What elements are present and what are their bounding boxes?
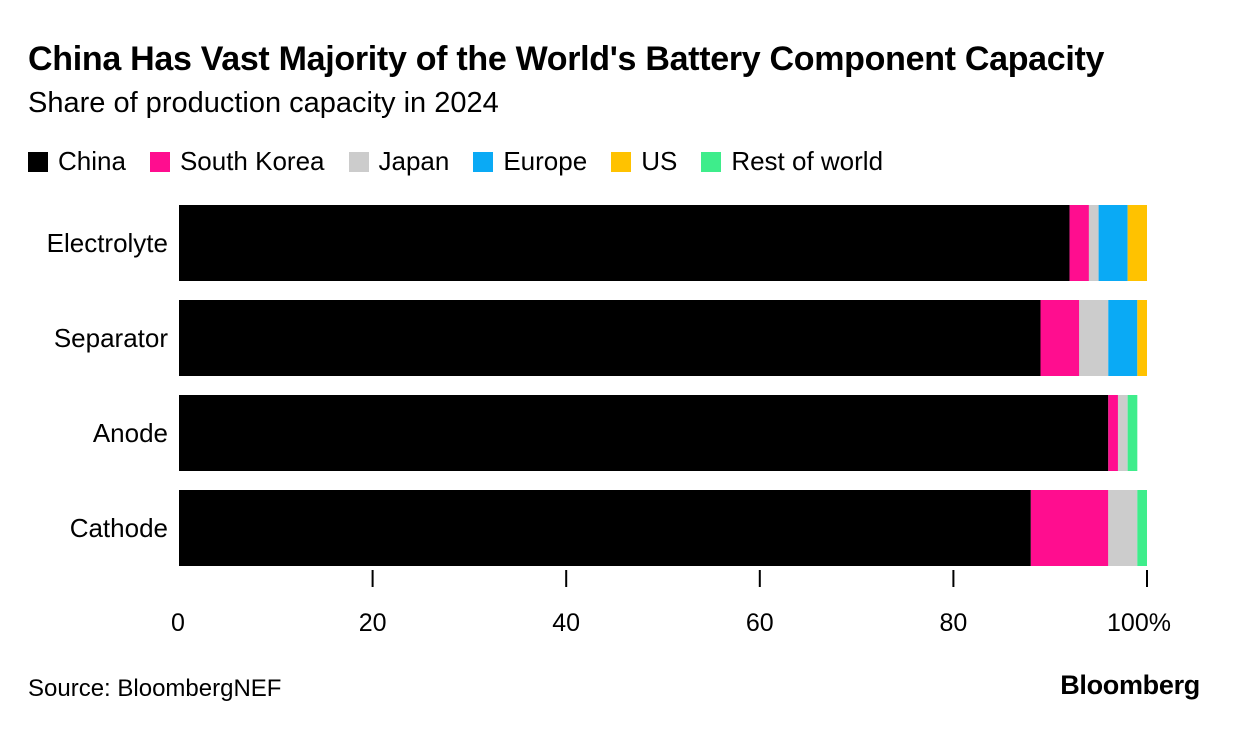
legend-swatch: [701, 151, 722, 172]
x-tick-label: 0: [171, 609, 185, 637]
category-label: Separator: [54, 323, 169, 353]
chart-subtitle: Share of production capacity in 2024: [28, 87, 499, 119]
x-tick-label: 20: [359, 609, 387, 637]
bar-segment-cathode-japan: [1108, 490, 1138, 566]
legend-item-europe: Europe: [473, 146, 587, 177]
bar-segment-separator-europe: [1108, 300, 1138, 376]
bar-segment-anode-china: [179, 395, 1109, 471]
legend-item-japan: Japan: [348, 146, 450, 177]
bar-segment-anode-rest-of-world: [1127, 395, 1138, 471]
legend-label: China: [58, 146, 126, 176]
bar-segment-separator-us: [1137, 300, 1147, 376]
bar-segment-separator-japan: [1079, 300, 1109, 376]
bar-segment-electrolyte-japan: [1088, 205, 1099, 281]
x-tick-label: 80: [939, 609, 967, 637]
legend-swatch: [611, 151, 632, 172]
x-tick-label: 60: [746, 609, 774, 637]
bloomberg-logo: Bloomberg: [1060, 670, 1200, 700]
legend-label: South Korea: [179, 146, 325, 176]
bar-segment-separator-china: [179, 300, 1041, 376]
bar-segment-cathode-china: [179, 490, 1031, 566]
legend-item-us: US: [611, 146, 677, 177]
legend-label: Japan: [378, 146, 450, 176]
source-note: Source: BloombergNEF: [28, 675, 282, 702]
legend-swatch: [28, 151, 48, 172]
legend-item-china: China: [28, 146, 126, 177]
bar-segment-anode-japan: [1117, 395, 1128, 471]
bar-segment-separator-south-korea: [1040, 300, 1080, 376]
legend-swatch: [473, 151, 494, 172]
category-label: Cathode: [70, 513, 168, 543]
legend-swatch: [348, 151, 369, 172]
bar-segment-electrolyte-us: [1127, 205, 1147, 281]
x-tick-label: 40: [552, 609, 580, 637]
bar-segment-cathode-south-korea: [1030, 490, 1109, 566]
legend: China South Korea Japan Europe US Rest of wor…: [28, 146, 907, 177]
bar-segment-cathode-rest-of-world: [1137, 490, 1147, 566]
x-tick-label: 100%: [1107, 609, 1171, 637]
legend-swatch: [149, 151, 170, 172]
bar-segment-electrolyte-europe: [1098, 205, 1128, 281]
category-label: Electrolyte: [47, 228, 168, 258]
category-label: Anode: [93, 418, 168, 448]
legend-label: US: [641, 146, 678, 176]
bar-segment-electrolyte-south-korea: [1069, 205, 1089, 281]
legend-item-rest-of-world: Rest of world: [701, 146, 883, 177]
legend-label: Rest of world: [731, 146, 884, 176]
bar-segment-anode-south-korea: [1108, 395, 1118, 471]
legend-label: Europe: [503, 146, 588, 176]
chart-title: China Has Vast Majority of the World's B…: [28, 40, 1105, 78]
bar-segment-electrolyte-china: [179, 205, 1070, 281]
legend-item-south-korea: South Korea: [149, 146, 325, 177]
